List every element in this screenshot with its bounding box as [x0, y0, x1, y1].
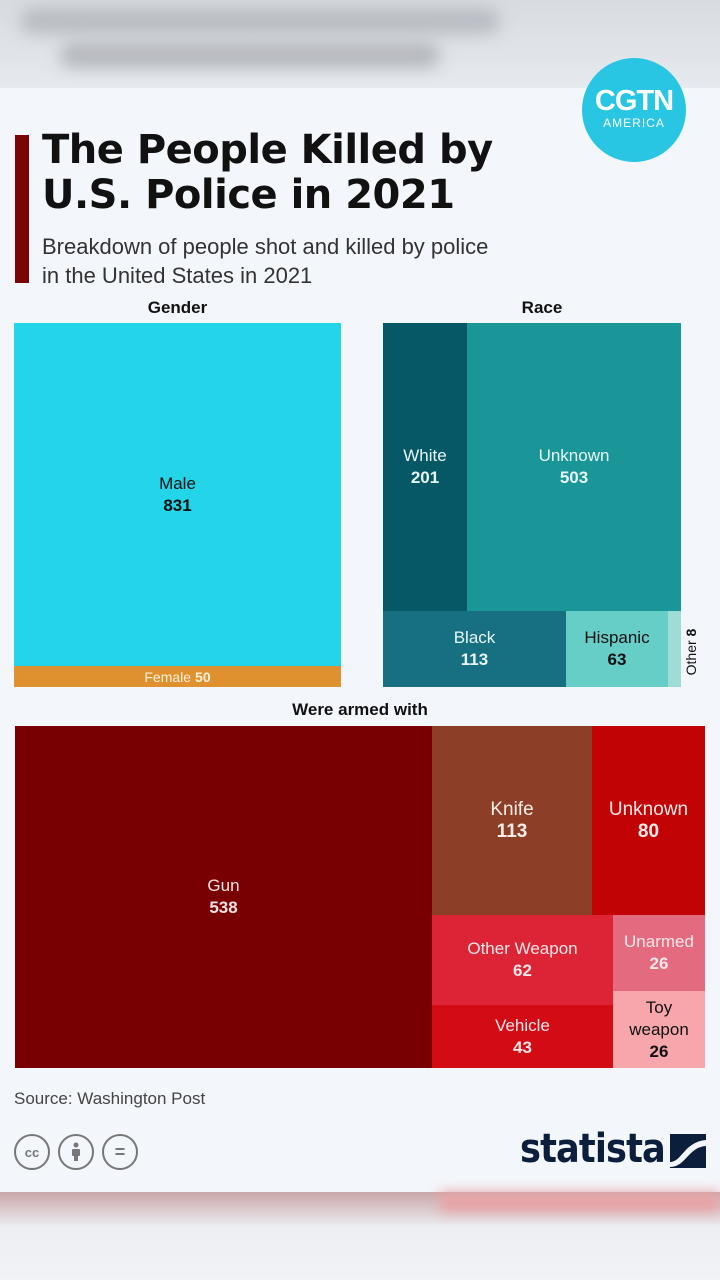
- treemap-cell-other-weapon: Other Weapon 62: [432, 915, 613, 1005]
- cell-value: 503: [559, 468, 589, 487]
- cell-label: Male: [159, 473, 196, 493]
- statista-logo-text: statista: [520, 1126, 666, 1172]
- cell-value: 113: [496, 820, 528, 842]
- statista-logo-icon: [670, 1134, 706, 1168]
- treemap-cell-vehicle: Vehicle 43: [432, 1005, 613, 1068]
- cell-label: Other: [683, 640, 699, 676]
- treemap-cell-hispanic: Hispanic 63: [566, 611, 668, 687]
- treemap-cell-white: White 201: [383, 323, 467, 611]
- page-subtitle: Breakdown of people shot and killed by p…: [42, 232, 582, 290]
- cell-label: Hispanic: [584, 628, 650, 647]
- title-line-1: The People Killed by: [42, 127, 493, 173]
- attribution-icon[interactable]: [58, 1134, 94, 1170]
- armed-treemap: Gun 538 Knife 113 Unknown 80 Other Weapo…: [15, 726, 705, 1068]
- cell-value: 538: [209, 898, 238, 917]
- cell-value: 113: [460, 650, 489, 669]
- cell-value: 26: [649, 1041, 669, 1061]
- no-derivatives-icon[interactable]: =: [102, 1134, 138, 1170]
- gender-treemap: Male 831 Female 50: [14, 323, 341, 687]
- eq-icon-label: =: [114, 1141, 126, 1162]
- treemap-cell-unknown: Unknown 80: [592, 726, 705, 915]
- title-accent-bar: [15, 135, 29, 283]
- cell-label: White: [403, 446, 447, 465]
- title-line-2: U.S. Police in 2021: [42, 172, 455, 218]
- gender-chart-title: Gender: [147, 298, 208, 317]
- race-chart-title: Race: [521, 298, 563, 317]
- cell-label: Gun: [207, 876, 240, 895]
- cell-value: 201: [410, 468, 440, 487]
- cell-label: Female: [144, 668, 192, 685]
- page-title: The People Killed by U.S. Police in 2021: [42, 128, 562, 218]
- cell-label: Unknown: [608, 798, 689, 820]
- treemap-cell-female: Female 50: [14, 666, 341, 687]
- subtitle-line-1: Breakdown of people shot and killed by p…: [42, 234, 489, 259]
- cell-value: 62: [513, 961, 532, 980]
- cgtn-logo-subtext: AMERICA: [603, 116, 665, 130]
- treemap-cell-gun: Gun 538: [15, 726, 432, 1068]
- cell-value: 8: [683, 628, 699, 637]
- cell-label: Knife: [490, 798, 534, 820]
- treemap-cell-unknown: Unknown 503: [467, 323, 681, 611]
- cc-icon[interactable]: cc: [14, 1134, 50, 1170]
- cell-value: 43: [513, 1037, 532, 1057]
- other-race-label: Other 8: [681, 622, 701, 682]
- armed-chart-title: Were armed with: [292, 700, 428, 719]
- cell-label: Unarmed: [624, 932, 694, 951]
- treemap-cell-unarmed: Unarmed 26: [613, 915, 705, 991]
- race-treemap: White 201 Unknown 503 Black 113 Hispanic…: [383, 323, 681, 687]
- blurred-background-bottom: [0, 1192, 720, 1280]
- cell-value: 63: [607, 650, 627, 669]
- cell-label: Black: [453, 628, 496, 647]
- treemap-cell-knife: Knife 113: [432, 726, 592, 915]
- treemap-cell-other: [668, 611, 681, 687]
- license-icons: cc =: [14, 1134, 138, 1170]
- cell-value: 831: [163, 495, 192, 515]
- cell-label: Other Weapon: [467, 939, 578, 958]
- blurred-background-top: [0, 0, 720, 88]
- treemap-cell-male: Male 831: [14, 323, 341, 666]
- subtitle-line-2: in the United States in 2021: [42, 263, 313, 288]
- cell-value: 50: [195, 668, 211, 685]
- treemap-cell-black: Black 113: [383, 611, 566, 687]
- cell-label: Toy weapon: [629, 997, 689, 1039]
- cell-value: 26: [649, 954, 669, 973]
- cc-icon-label: cc: [24, 1144, 40, 1160]
- cgtn-logo-text: CGTN: [594, 85, 674, 117]
- source-text: Source: Washington Post: [14, 1089, 206, 1108]
- cell-label: Unknown: [538, 446, 610, 465]
- cell-label: Vehicle: [495, 1015, 550, 1035]
- cell-value: 80: [637, 820, 660, 842]
- treemap-cell-toy-weapon: Toy weapon 26: [613, 991, 705, 1068]
- cgtn-america-logo: CGTN AMERICA: [582, 58, 686, 162]
